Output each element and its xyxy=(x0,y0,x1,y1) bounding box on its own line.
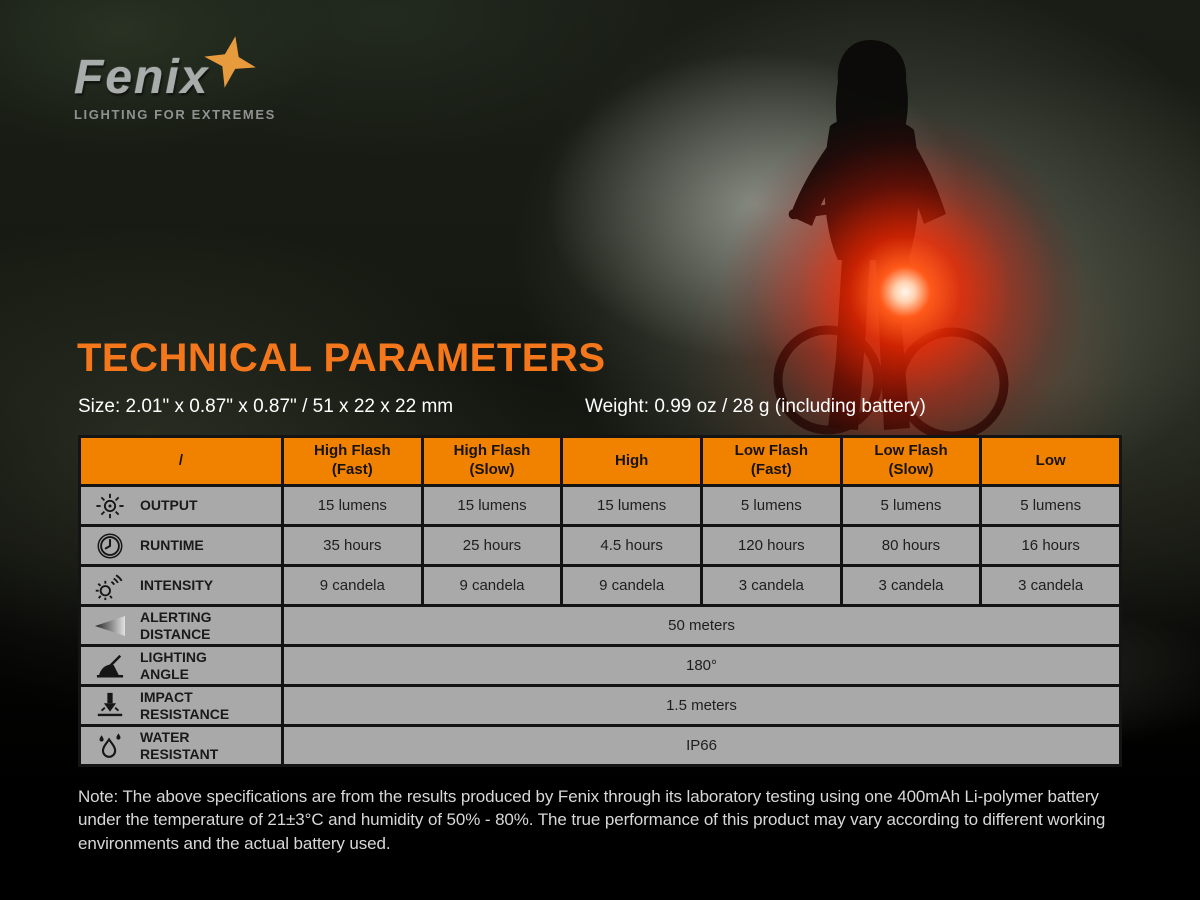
value-cell: 80 hours xyxy=(842,527,980,564)
weight-text: Weight: 0.99 oz / 28 g (including batter… xyxy=(585,396,926,417)
table-row-impact-resistance: IMPACT RESISTANCE 1.5 meters xyxy=(81,687,1119,724)
row-label: IMPACT RESISTANCE xyxy=(81,687,281,724)
lighting-angle-icon xyxy=(89,652,131,680)
value-cell: 35 hours xyxy=(284,527,421,564)
value-cell: 5 lumens xyxy=(982,487,1119,524)
intensity-icon xyxy=(89,571,131,601)
table-row-intensity: INTENSITY 9 candela 9 candela 9 candela … xyxy=(81,567,1119,604)
table-row-output: OUTPUT 15 lumens 15 lumens 15 lumens 5 l… xyxy=(81,487,1119,524)
table-header-row: / High Flash (Fast) High Flash (Slow) Hi… xyxy=(81,438,1119,484)
brand-name: Fenix xyxy=(74,51,210,104)
dimensions-line: Size: 2.01" x 0.87" x 0.87" / 51 x 22 x … xyxy=(78,396,1118,422)
brand-tagline: LIGHTING FOR EXTREMES xyxy=(74,107,276,122)
cyclist-silhouette xyxy=(773,40,1009,438)
size-text: Size: 2.01" x 0.87" x 0.87" / 51 x 22 x … xyxy=(78,396,454,417)
table-row-lighting-angle: LIGHTING ANGLE 180° xyxy=(81,647,1119,684)
impact-icon xyxy=(89,691,131,721)
water-drops-icon xyxy=(89,731,131,761)
row-label: ALERTING DISTANCE xyxy=(81,607,281,644)
value-cell: 3 candela xyxy=(703,567,840,604)
page-title: TECHNICAL PARAMETERS xyxy=(77,336,606,380)
value-cell: 4.5 hours xyxy=(563,527,700,564)
header-cell: / xyxy=(81,438,281,484)
value-cell: 15 lumens xyxy=(284,487,421,524)
value-cell: 9 candela xyxy=(423,567,561,604)
value-cell: 5 lumens xyxy=(842,487,980,524)
alert-beam-icon xyxy=(89,613,131,639)
row-label-text: RUNTIME xyxy=(140,537,204,554)
brightness-icon xyxy=(89,491,131,521)
header-cell: Low Flash (Slow) xyxy=(842,438,980,484)
row-label: INTENSITY xyxy=(81,567,281,604)
value-cell: 3 candela xyxy=(842,567,980,604)
header-cell: Low Flash (Fast) xyxy=(703,438,840,484)
header-cell: Low xyxy=(982,438,1119,484)
row-label: WATER RESISTANT xyxy=(81,727,281,764)
value-cell: 3 candela xyxy=(982,567,1119,604)
row-label-text: ALERTING DISTANCE xyxy=(140,609,212,642)
value-cell: 16 hours xyxy=(982,527,1119,564)
merged-value-cell: 50 meters xyxy=(284,607,1119,644)
header-cell: High Flash (Fast) xyxy=(284,438,421,484)
row-label-text: WATER RESISTANT xyxy=(140,729,219,762)
merged-value-cell: 180° xyxy=(284,647,1119,684)
merged-value-cell: IP66 xyxy=(284,727,1119,764)
value-cell: 15 lumens xyxy=(423,487,561,524)
value-cell: 25 hours xyxy=(423,527,561,564)
star-icon xyxy=(204,36,256,88)
row-label: OUTPUT xyxy=(81,487,281,524)
table-row-runtime: RUNTIME 35 hours 25 hours 4.5 hours 120 … xyxy=(81,527,1119,564)
row-label-text: LIGHTING ANGLE xyxy=(140,649,207,682)
clock-icon xyxy=(89,531,131,561)
row-label-text: OUTPUT xyxy=(140,497,198,514)
value-cell: 120 hours xyxy=(703,527,840,564)
row-label-text: INTENSITY xyxy=(140,577,214,594)
value-cell: 9 candela xyxy=(284,567,421,604)
header-cell: High Flash (Slow) xyxy=(423,438,561,484)
footnote: Note: The above specifications are from … xyxy=(78,787,1106,853)
header-cell: High xyxy=(563,438,700,484)
value-cell: 15 lumens xyxy=(563,487,700,524)
table-row-water-resistant: WATER RESISTANT IP66 xyxy=(81,727,1119,764)
merged-value-cell: 1.5 meters xyxy=(284,687,1119,724)
value-cell: 5 lumens xyxy=(703,487,840,524)
row-label-text: IMPACT RESISTANCE xyxy=(140,689,230,722)
row-label: LIGHTING ANGLE xyxy=(81,647,281,684)
spec-table: / High Flash (Fast) High Flash (Slow) Hi… xyxy=(78,435,1122,767)
value-cell: 9 candela xyxy=(563,567,700,604)
row-label: RUNTIME xyxy=(81,527,281,564)
table-row-alerting-distance: ALERTING DISTANCE 50 meters xyxy=(81,607,1119,644)
brand-logo: Fenix LIGHTING FOR EXTREMES xyxy=(74,36,276,122)
